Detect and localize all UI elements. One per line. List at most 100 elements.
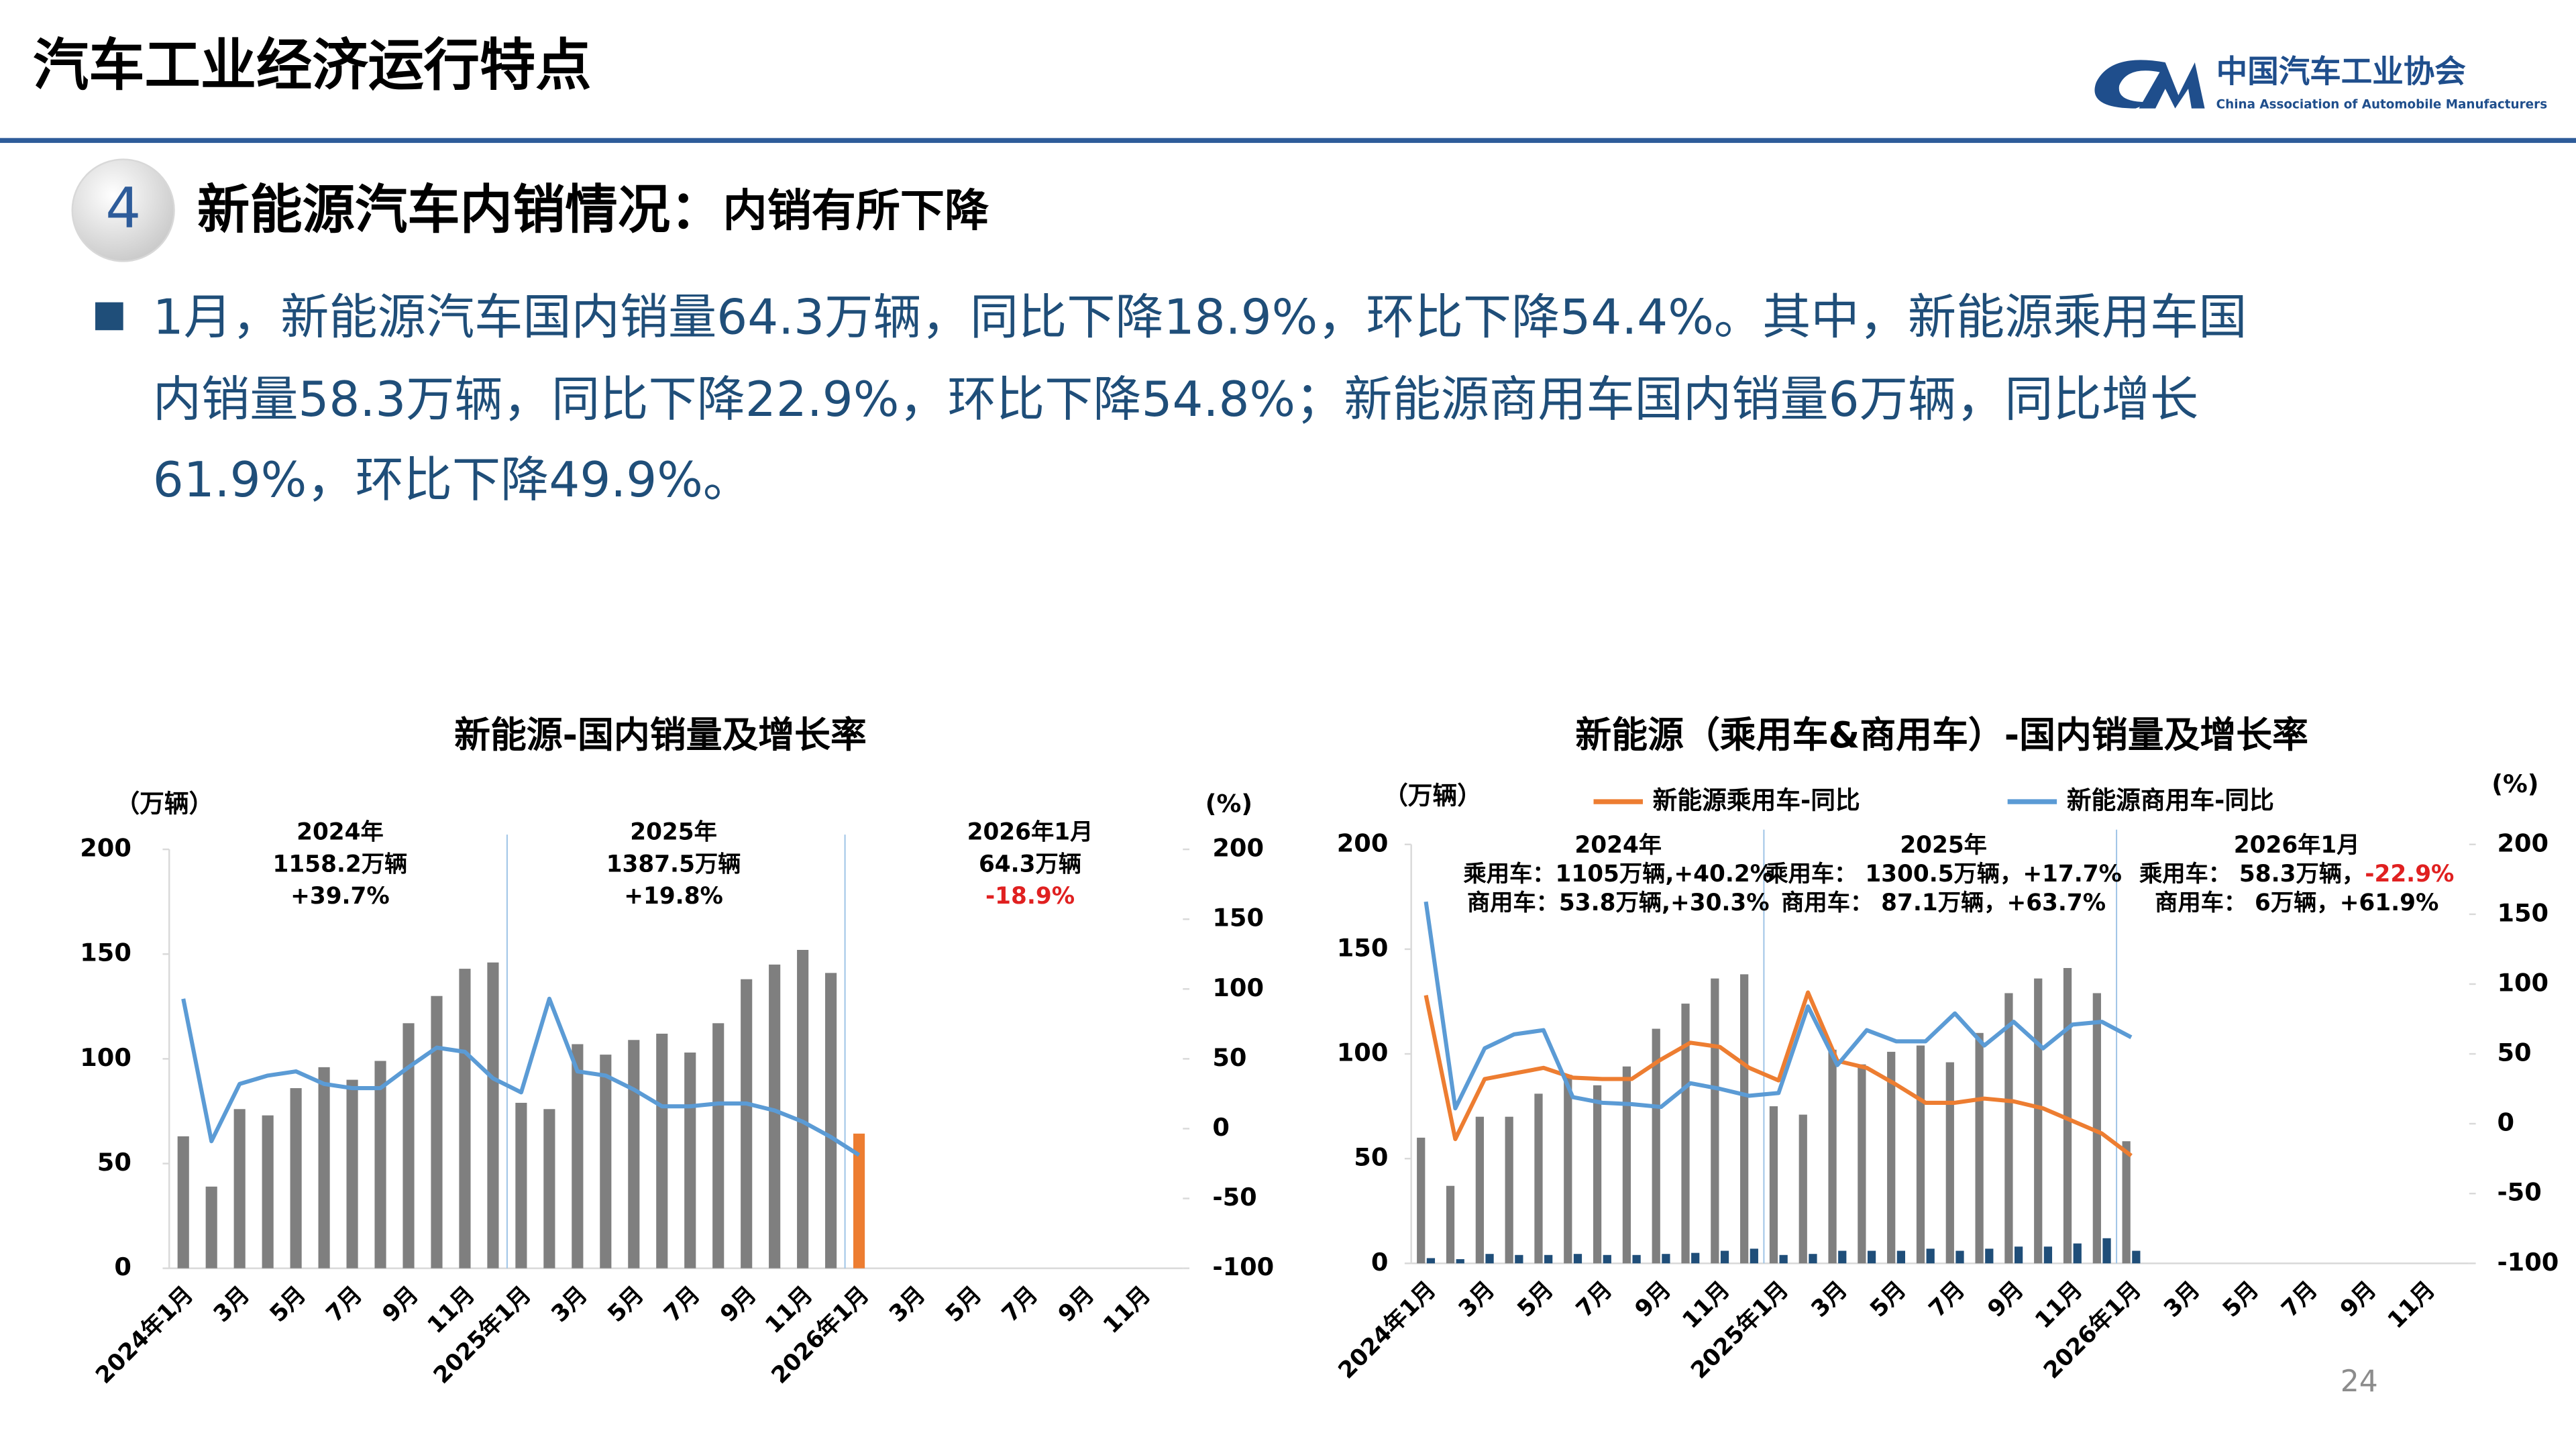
bar [1456, 1259, 1464, 1264]
bar [2043, 1246, 2053, 1264]
annotation: 2025年 [630, 818, 717, 845]
bar [402, 1023, 415, 1269]
bar [825, 973, 837, 1269]
bar [1750, 1248, 1758, 1264]
annotation-span: 1158.2万辆 [273, 851, 408, 877]
bar [1593, 1085, 1602, 1264]
y2-tick-label: 150 [1212, 904, 1264, 932]
bar [205, 1186, 217, 1269]
y-tick-label: 0 [114, 1252, 131, 1281]
annotation: +19.8% [624, 883, 723, 910]
x-tick-label: 7月 [1571, 1276, 1617, 1322]
annotation: 乘用车： 58.3万辆，-22.9% [2139, 861, 2454, 888]
heading: 新能源汽车内销情况：内销有所下降 [197, 180, 989, 241]
bar [2073, 1243, 2082, 1264]
annotation: 2026年1月 [2234, 832, 2360, 859]
bar [1926, 1248, 1935, 1264]
bar [346, 1079, 358, 1269]
annotation: 乘用车：1105万辆,+40.2% [1463, 861, 1773, 888]
bar [1475, 1116, 1484, 1264]
bar [374, 1061, 386, 1269]
bar [1887, 1051, 1896, 1264]
annotation-span: 64.3万辆 [979, 851, 1081, 877]
heading-main: 新能源汽车内销情况： [197, 180, 723, 241]
bar [1867, 1250, 1876, 1264]
bar [1603, 1254, 1611, 1264]
logo-text: 中国汽车工业协会 [2216, 54, 2467, 90]
bar [1711, 978, 1719, 1264]
annotation-span: 乘用车： 1300.5万辆，+17.7% [1765, 861, 2122, 888]
bar [1544, 1254, 1553, 1264]
y2-tick-label: -100 [2497, 1248, 2559, 1277]
bar [1446, 1185, 1455, 1264]
bar [1652, 1028, 1660, 1264]
annotation: 2024年 [297, 818, 384, 845]
y-tick-label: 150 [80, 938, 131, 967]
chart-title: 新能源-国内销量及增长率 [454, 714, 867, 756]
bar [1681, 1004, 1690, 1264]
y2-tick-label: 0 [1212, 1113, 1230, 1142]
annotation-span: 商用车： 6万辆，+61.9% [2155, 889, 2438, 916]
annotation-span: 2025年 [630, 818, 717, 845]
y2-tick-label: 200 [1212, 834, 1264, 863]
bar [431, 996, 443, 1269]
bar [797, 950, 809, 1269]
y2-tick-label: 100 [2497, 968, 2548, 997]
y-tick-label: 50 [97, 1148, 131, 1177]
section-number: 4 [105, 176, 141, 241]
annotation-span: 商用车：53.8万辆,+30.3% [1467, 889, 1770, 916]
annotation-span: 2024年 [1574, 832, 1662, 859]
y2-axis-label: (%) [2491, 769, 2538, 798]
annotation: 64.3万辆 [979, 851, 1081, 877]
bar [769, 964, 781, 1269]
x-tick-label: 9月 [1053, 1281, 1099, 1328]
x-tick-label: 2024年1月 [91, 1281, 199, 1389]
header-rule [0, 138, 2576, 144]
bar [1955, 1250, 1964, 1264]
x-tick-label: 3月 [1454, 1276, 1500, 1322]
y-tick-label: 50 [1354, 1143, 1388, 1172]
x-tick-label: 5月 [2218, 1276, 2264, 1322]
y-tick-label: 0 [1371, 1248, 1389, 1277]
legend-label: 新能源商用车-同比 [2067, 786, 2274, 815]
bar [1691, 1252, 1700, 1264]
annotation-span: 2026年1月 [2234, 832, 2360, 859]
bar [1564, 1075, 1572, 1264]
bar [1828, 1049, 1837, 1264]
annotation-span: +19.8% [624, 883, 723, 910]
logo-mark [2139, 62, 2205, 109]
chart-title: 新能源（乘用车&商用车）-国内销量及增长率 [1575, 714, 2308, 756]
x-tick-label: 3月 [2159, 1276, 2205, 1322]
x-tick-label: 7月 [321, 1281, 368, 1328]
line-series [181, 996, 861, 1157]
annotation-span: 2024年 [297, 818, 384, 845]
bar [262, 1115, 274, 1269]
bar [1799, 1114, 1807, 1264]
x-tick-label: 3月 [1806, 1276, 1852, 1322]
x-tick-label: 9月 [378, 1281, 424, 1328]
bar [684, 1053, 696, 1269]
annotation: 2025年 [1900, 832, 1987, 859]
x-tick-label: 7月 [997, 1281, 1043, 1328]
y-tick-label: 200 [1337, 828, 1389, 857]
y2-tick-label: -50 [1212, 1183, 1256, 1212]
bullet [95, 302, 123, 331]
bar [628, 1040, 640, 1269]
x-tick-label: 5月 [265, 1281, 311, 1328]
y-tick-label: 150 [1337, 933, 1389, 962]
annotation: 商用车： 87.1万辆，+63.7% [1781, 889, 2106, 916]
bar [2063, 968, 2072, 1264]
x-tick-label: 9月 [1982, 1276, 2029, 1322]
bar [741, 979, 753, 1269]
bar [2122, 1141, 2131, 1264]
y2-tick-label: 50 [2497, 1038, 2531, 1067]
annotation-span: 乘用车： 58.3万辆， [2139, 861, 2365, 888]
bar [543, 1109, 555, 1269]
annotation-span: -22.9% [2365, 861, 2454, 888]
bar [177, 1136, 189, 1269]
bar [2132, 1250, 2141, 1264]
y2-tick-label: 150 [2497, 898, 2548, 927]
bar [572, 1044, 584, 1269]
annotation-span: -18.9% [985, 883, 1075, 910]
